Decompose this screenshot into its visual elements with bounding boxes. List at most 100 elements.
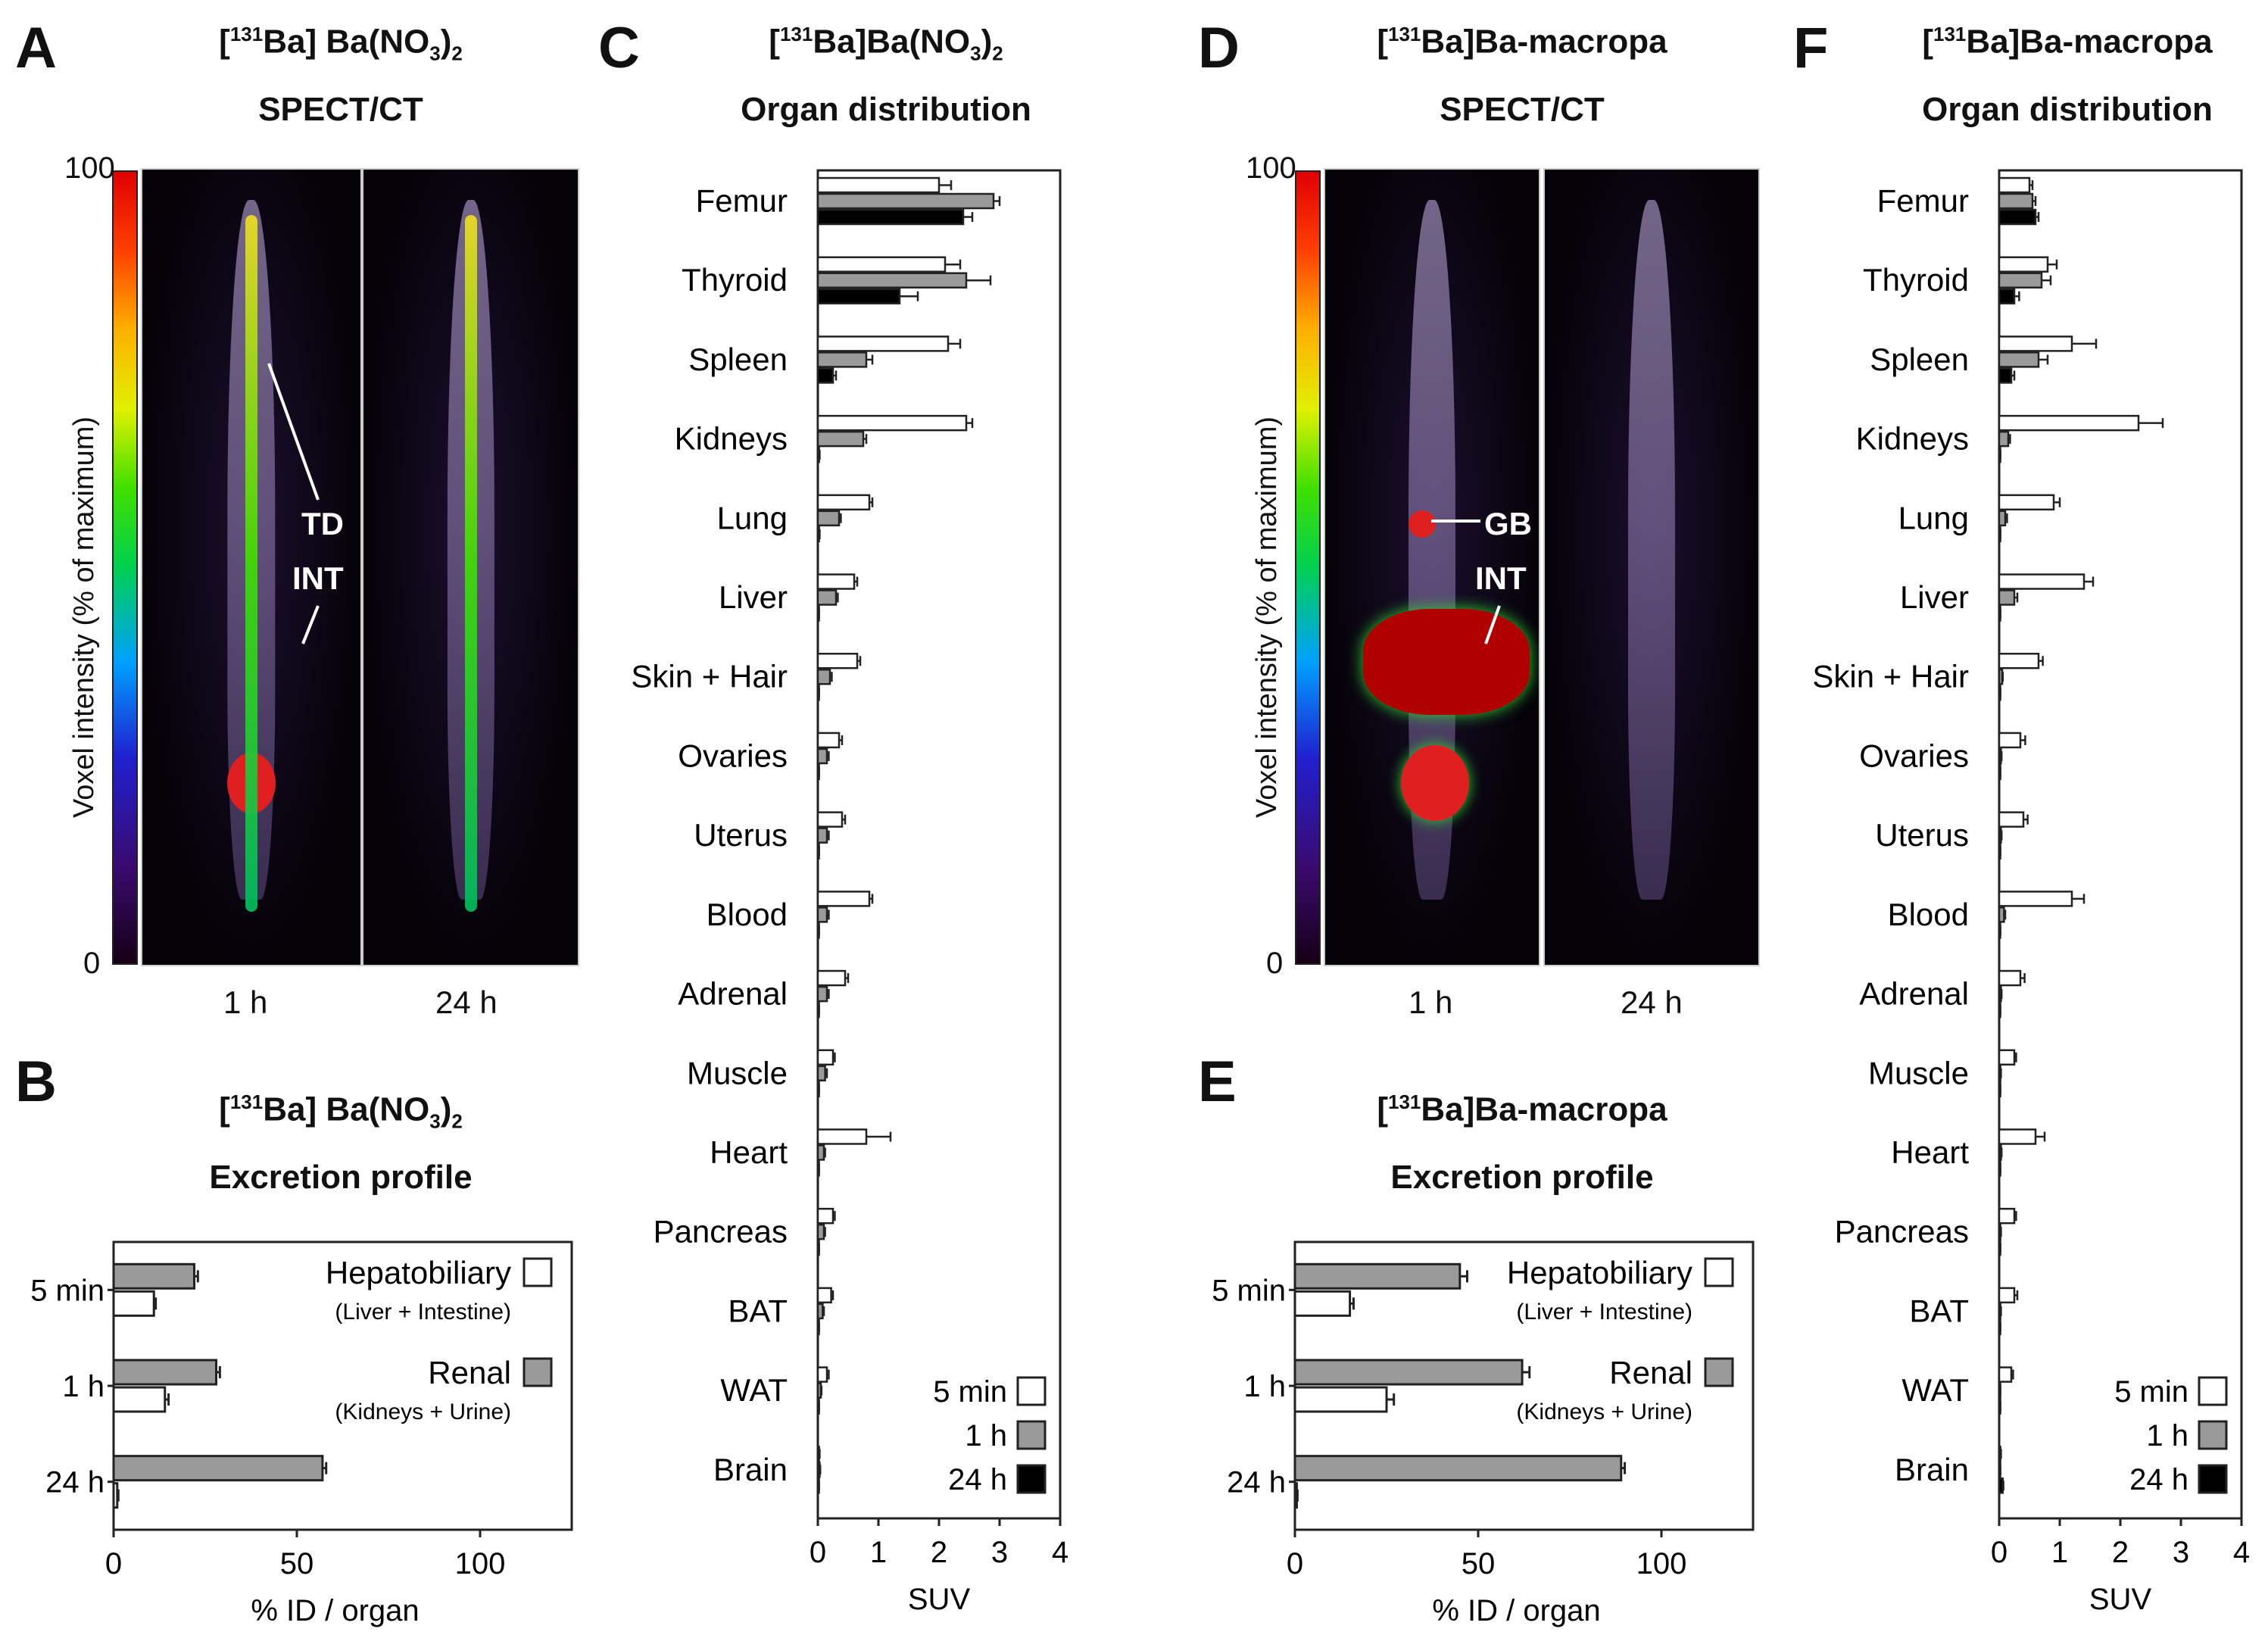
category-label: Thyroid: [1863, 262, 1969, 298]
bar: [1998, 811, 2025, 828]
category-label: Lung: [1898, 500, 1969, 535]
bar: [1293, 1386, 1388, 1413]
spect-image-d-24h: [1543, 168, 1760, 966]
annotation-gb: GB: [1484, 506, 1532, 541]
bar: [1293, 1290, 1352, 1317]
bar: [1998, 1287, 2016, 1304]
bar: [816, 1382, 822, 1399]
legend-sublabel: (Liver + Intestine): [335, 1300, 511, 1325]
gallbladder-hotspot: [1409, 510, 1436, 538]
bar: [1998, 589, 2016, 606]
category-label: Heart: [1891, 1134, 1969, 1170]
bar: [816, 1366, 828, 1383]
subtitle-d: SPECT/CT: [1440, 91, 1605, 128]
bar: [816, 827, 828, 844]
colorbar-a-max: 100: [64, 151, 115, 185]
legend-swatch: [2198, 1464, 2228, 1494]
int-pointer: [1484, 605, 1501, 644]
legend-swatch: [523, 1257, 553, 1287]
category-label: Liver: [1900, 579, 1969, 615]
intestine-hotspot: [1363, 609, 1530, 715]
bar: [816, 1207, 835, 1225]
category-label: 5 min: [1212, 1274, 1286, 1307]
bar: [816, 652, 859, 669]
chart-f-organ-distribution: Femur Thyroid Spleen Kidneys Lung Liver Skin +…: [1812, 169, 2250, 1616]
colorbar-a-min: 0: [83, 947, 101, 980]
bar: [816, 367, 835, 384]
category-label: Kidneys: [1856, 421, 1969, 457]
colorbar-d-max: 100: [1246, 151, 1296, 185]
bar: [112, 1262, 195, 1290]
plot-frame: [1998, 169, 2243, 1520]
spect-image-a-1h: [141, 168, 362, 966]
category-label: Skin + Hair: [1812, 659, 1969, 694]
legend-sublabel: (Liver + Intestine): [1516, 1300, 1692, 1325]
bar: [1998, 494, 2055, 511]
legend-label: Hepatobiliary: [1507, 1255, 1692, 1290]
legend-sublabel: (Kidneys + Urine): [335, 1399, 511, 1424]
category-label: Thyroid: [682, 262, 788, 298]
bar: [1998, 1128, 2037, 1145]
x-axis-label: SUV: [908, 1583, 971, 1616]
bar: [1998, 891, 2073, 907]
bar: [1998, 430, 2010, 448]
title-f: [131Ba]Ba-macropa: [1922, 23, 2213, 61]
panel-letter-f: F: [1793, 16, 1829, 80]
category-label: Skin + Hair: [631, 659, 788, 694]
bar: [1998, 969, 2022, 987]
category-label: Uterus: [694, 817, 788, 853]
category-label: Brain: [713, 1452, 788, 1487]
category-label: Spleen: [1870, 342, 1969, 377]
bar: [816, 351, 868, 368]
bar: [816, 1049, 835, 1066]
bar: [816, 906, 828, 923]
legend-label: Renal: [428, 1355, 511, 1390]
time-label-a-24h: 24 h: [435, 984, 498, 1020]
legend-swatch: [1016, 1420, 1047, 1450]
bar: [816, 985, 828, 1003]
time-label-d-24h: 24 h: [1621, 984, 1683, 1020]
bar: [816, 256, 947, 273]
x-tick-label: 4: [2233, 1536, 2250, 1569]
bar: [112, 1455, 324, 1482]
bar: [816, 573, 856, 590]
x-tick-label: 50: [280, 1547, 314, 1580]
bar: [1998, 652, 2040, 669]
category-label: Muscle: [1868, 1055, 1969, 1091]
bar: [816, 430, 865, 448]
category-label: WAT: [720, 1372, 788, 1408]
bar: [1998, 1366, 2013, 1383]
panel-letter-d: D: [1198, 16, 1240, 80]
time-label-a-1h: 1 h: [223, 984, 268, 1020]
bar: [1998, 208, 2037, 226]
bar: [1998, 272, 2043, 289]
panel-letter-c: C: [598, 16, 640, 80]
legend-label: Renal: [1609, 1355, 1692, 1390]
bar: [816, 272, 968, 289]
bar: [1293, 1262, 1462, 1290]
bar: [1998, 367, 2013, 384]
bar: [816, 589, 838, 606]
bar: [1998, 573, 2085, 590]
bar: [1293, 1359, 1524, 1386]
bar: [816, 208, 965, 226]
subtitle-c: Organ distribution: [741, 91, 1031, 128]
bar: [816, 288, 901, 304]
bar: [816, 414, 968, 432]
x-tick-label: 0: [105, 1547, 122, 1580]
legend-swatch: [1016, 1376, 1047, 1406]
spine-signal: [245, 215, 257, 912]
legend-label: 5 min: [2114, 1375, 2188, 1409]
category-label: Uterus: [1875, 817, 1969, 853]
bar: [816, 1223, 825, 1240]
x-axis-label: SUV: [2089, 1583, 2152, 1616]
subtitle-e: Excretion profile: [1390, 1159, 1654, 1196]
legend-swatch: [1704, 1257, 1734, 1287]
bar: [1998, 335, 2073, 352]
bar: [816, 668, 831, 685]
td-pointer: [267, 363, 320, 501]
category-label: Femur: [1877, 183, 1969, 219]
x-tick-label: 2: [931, 1536, 947, 1569]
panel-letter-b: B: [15, 1050, 57, 1114]
bar: [816, 192, 995, 210]
